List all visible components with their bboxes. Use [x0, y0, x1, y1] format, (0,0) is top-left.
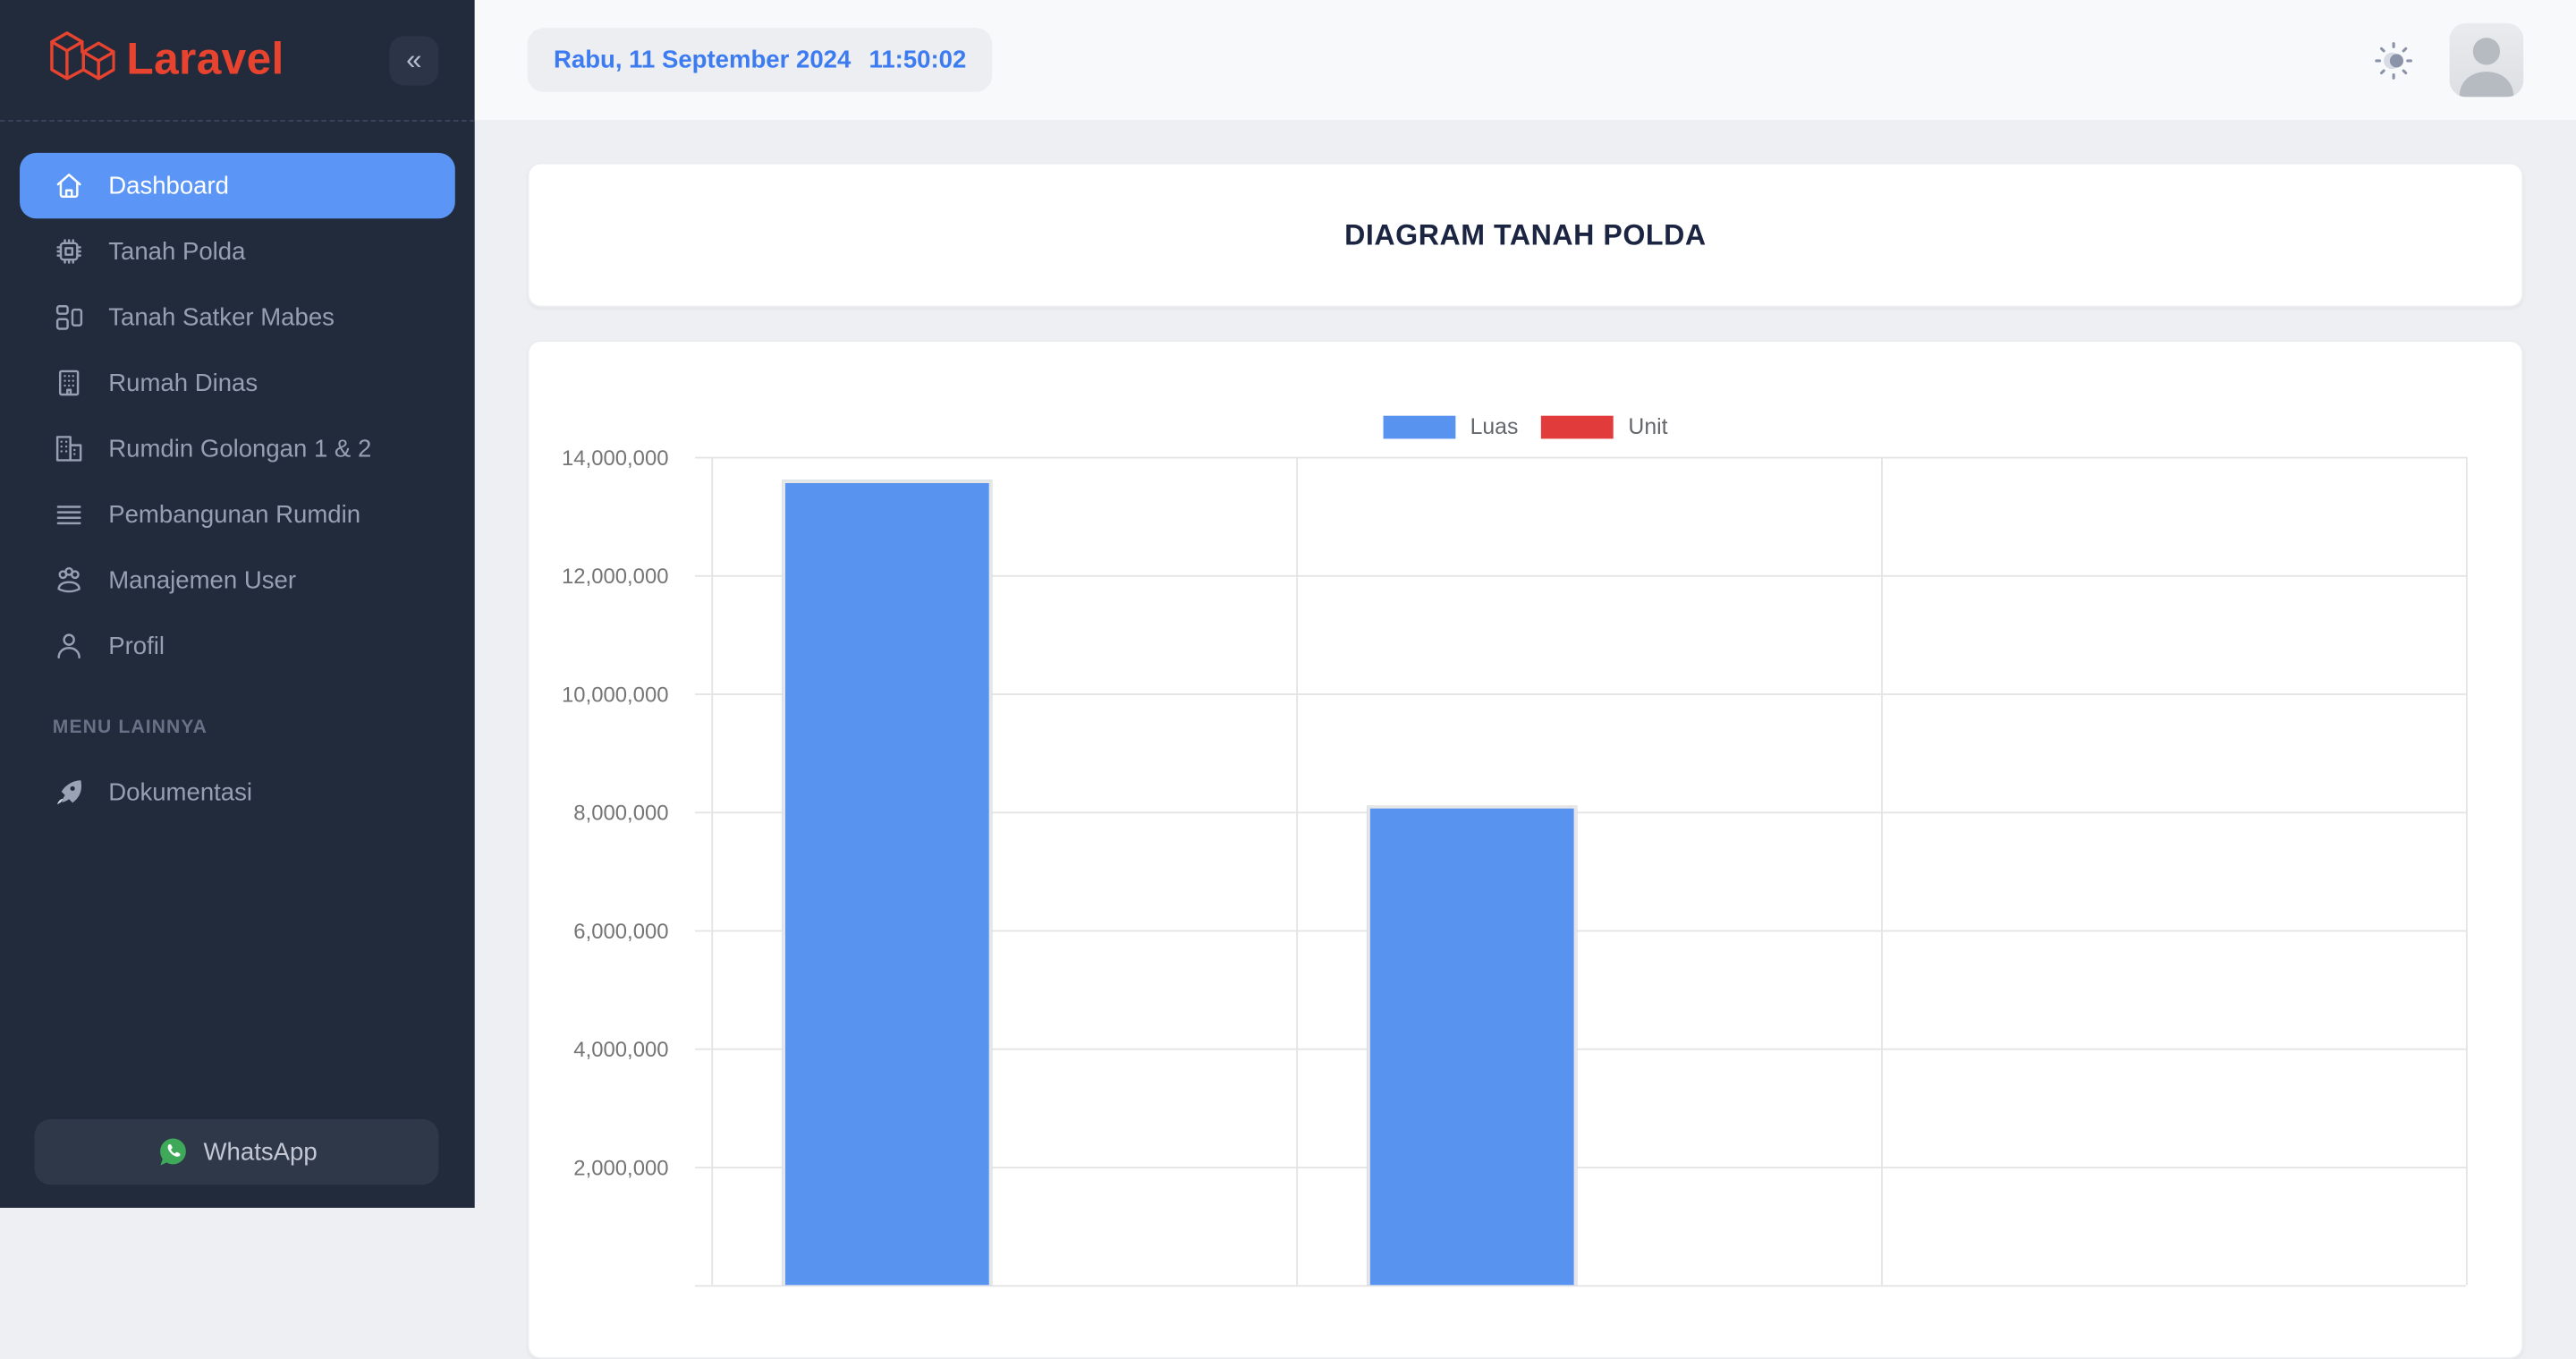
user-icon [53, 629, 86, 662]
lines-icon [53, 498, 86, 531]
chip-icon [53, 235, 86, 268]
y-tick-label: 10,000,000 [562, 682, 669, 707]
chart-plot-area: 14,000,000 12,000,000 10,000,000 8,000,000 6… [562, 446, 2468, 1287]
y-tick-mark [694, 456, 712, 459]
y-tick-mark [694, 574, 712, 577]
gridline-h [711, 1167, 2466, 1168]
sidebar-item-tanah-polda[interactable]: Tanah Polda [20, 218, 455, 284]
gridline-v [1881, 456, 1883, 1286]
sun-moon-icon [2374, 40, 2413, 80]
content: DIAGRAM TANAH POLDA Luas Unit 14,000,000 1… [475, 120, 2576, 1359]
sidebar-section-label: MENU LAINNYA [52, 718, 208, 738]
sidebar-item-label: Rumdin Golongan 1 & 2 [108, 434, 372, 463]
y-tick-mark [694, 811, 712, 814]
y-tick-label: 8,000,000 [573, 800, 669, 826]
legend-label: Luas [1470, 413, 1519, 439]
sidebar-item-tanah-satker-mabes[interactable]: Tanah Satker Mabes [20, 285, 455, 350]
bar-luas-1 [782, 480, 993, 1286]
time-text: 11:50:02 [869, 46, 967, 74]
topbar-right [2374, 22, 2524, 98]
gridline-h [711, 1048, 2466, 1050]
theme-toggle-button[interactable] [2374, 40, 2413, 80]
gridline-v [2465, 456, 2468, 1286]
sidebar-item-label: Rumah Dinas [108, 369, 258, 397]
page-title: DIAGRAM TANAH POLDA [1344, 217, 1707, 251]
title-card: DIAGRAM TANAH POLDA [527, 162, 2524, 308]
sidebar-item-profil[interactable]: Profil [20, 613, 455, 678]
chevrons-left-icon: « [406, 43, 422, 75]
laravel-logo-icon [49, 27, 115, 92]
y-tick-mark [694, 930, 712, 932]
legend-swatch-unit [1541, 414, 1614, 438]
user-silhouette-icon [2459, 38, 2514, 98]
layout-icon [53, 301, 86, 334]
y-tick-mark [694, 693, 712, 695]
whatsapp-button[interactable]: WhatsApp [34, 1118, 439, 1185]
legend-label: Unit [1628, 413, 1668, 439]
sidebar-item-pembangunan-rumdin[interactable]: Pembangunan Rumdin [20, 481, 455, 547]
sidebar-item-label: Pembangunan Rumdin [108, 500, 361, 529]
sidebar-item-dashboard[interactable]: Dashboard [20, 152, 455, 219]
datetime-display: Rabu, 11 September 2024 11:50:02 [527, 28, 993, 92]
sidebar-item-rumah-dinas[interactable]: Rumah Dinas [20, 350, 455, 415]
gridline-h [711, 456, 2466, 459]
sidebar: Laravel « Dashboard Tanah Polda Tanah Satk… [0, 0, 475, 1208]
y-tick-mark [694, 1285, 712, 1287]
sidebar-secondary-menu: Dokumentasi [0, 760, 475, 825]
buildings-icon [53, 432, 86, 465]
gridline-h [711, 693, 2466, 695]
sidebar-item-label: Tanah Polda [108, 237, 246, 266]
building-icon [53, 367, 86, 400]
sidebar-header: Laravel « [0, 0, 475, 122]
bar-luas-2 [1367, 805, 1578, 1286]
brand-logo[interactable]: Laravel [49, 27, 284, 92]
users-icon [53, 564, 86, 597]
legend-item-luas[interactable]: Luas [1383, 413, 1519, 439]
y-tick-label: 12,000,000 [562, 564, 669, 589]
y-tick-label: 4,000,000 [573, 1036, 669, 1062]
brand-name: Laravel [126, 34, 284, 84]
whatsapp-button-label: WhatsApp [203, 1137, 318, 1167]
home-icon [53, 169, 86, 202]
topbar: Rabu, 11 September 2024 11:50:02 [474, 0, 2576, 121]
rocket-icon [53, 776, 86, 809]
sidebar-item-dokumentasi[interactable]: Dokumentasi [20, 760, 455, 825]
y-tick-mark [694, 1167, 712, 1168]
sidebar-item-label: Dashboard [108, 171, 230, 200]
legend-swatch-luas [1383, 414, 1456, 438]
legend-item-unit[interactable]: Unit [1541, 413, 1668, 439]
gridline-h [711, 811, 2466, 814]
gridline-h [711, 1285, 2466, 1287]
y-axis-line [711, 456, 714, 1286]
y-tick-mark [694, 1048, 712, 1050]
sidebar-item-label: Profil [108, 632, 165, 660]
y-tick-label: 6,000,000 [573, 918, 669, 944]
sidebar-item-label: Dokumentasi [108, 777, 253, 806]
gridline-v [1296, 456, 1299, 1286]
whatsapp-icon [156, 1135, 189, 1168]
avatar[interactable] [2449, 22, 2524, 98]
sidebar-collapse-button[interactable]: « [389, 35, 439, 85]
sidebar-menu: Dashboard Tanah Polda Tanah Satker Mabes Ru… [0, 152, 475, 679]
sidebar-item-label: Manajemen User [108, 565, 297, 594]
sidebar-item-manajemen-user[interactable]: Manajemen User [20, 548, 455, 613]
gridline-h [711, 574, 2466, 577]
y-tick-label: 14,000,000 [562, 445, 669, 471]
gridline-h [711, 930, 2466, 932]
y-tick-label: 2,000,000 [573, 1155, 669, 1180]
date-text: Rabu, 11 September 2024 [553, 46, 852, 74]
main-area: Rabu, 11 September 2024 11:50:02 [474, 0, 2576, 1359]
sidebar-item-rumdin-golongan-1-and-2[interactable]: Rumdin Golongan 1 & 2 [20, 416, 455, 481]
sidebar-item-label: Tanah Satker Mabes [108, 302, 335, 332]
chart-legend: Luas Unit [529, 413, 2521, 439]
chart-card: Luas Unit 14,000,000 12,000,000 10,000,000 8… [527, 340, 2524, 1359]
